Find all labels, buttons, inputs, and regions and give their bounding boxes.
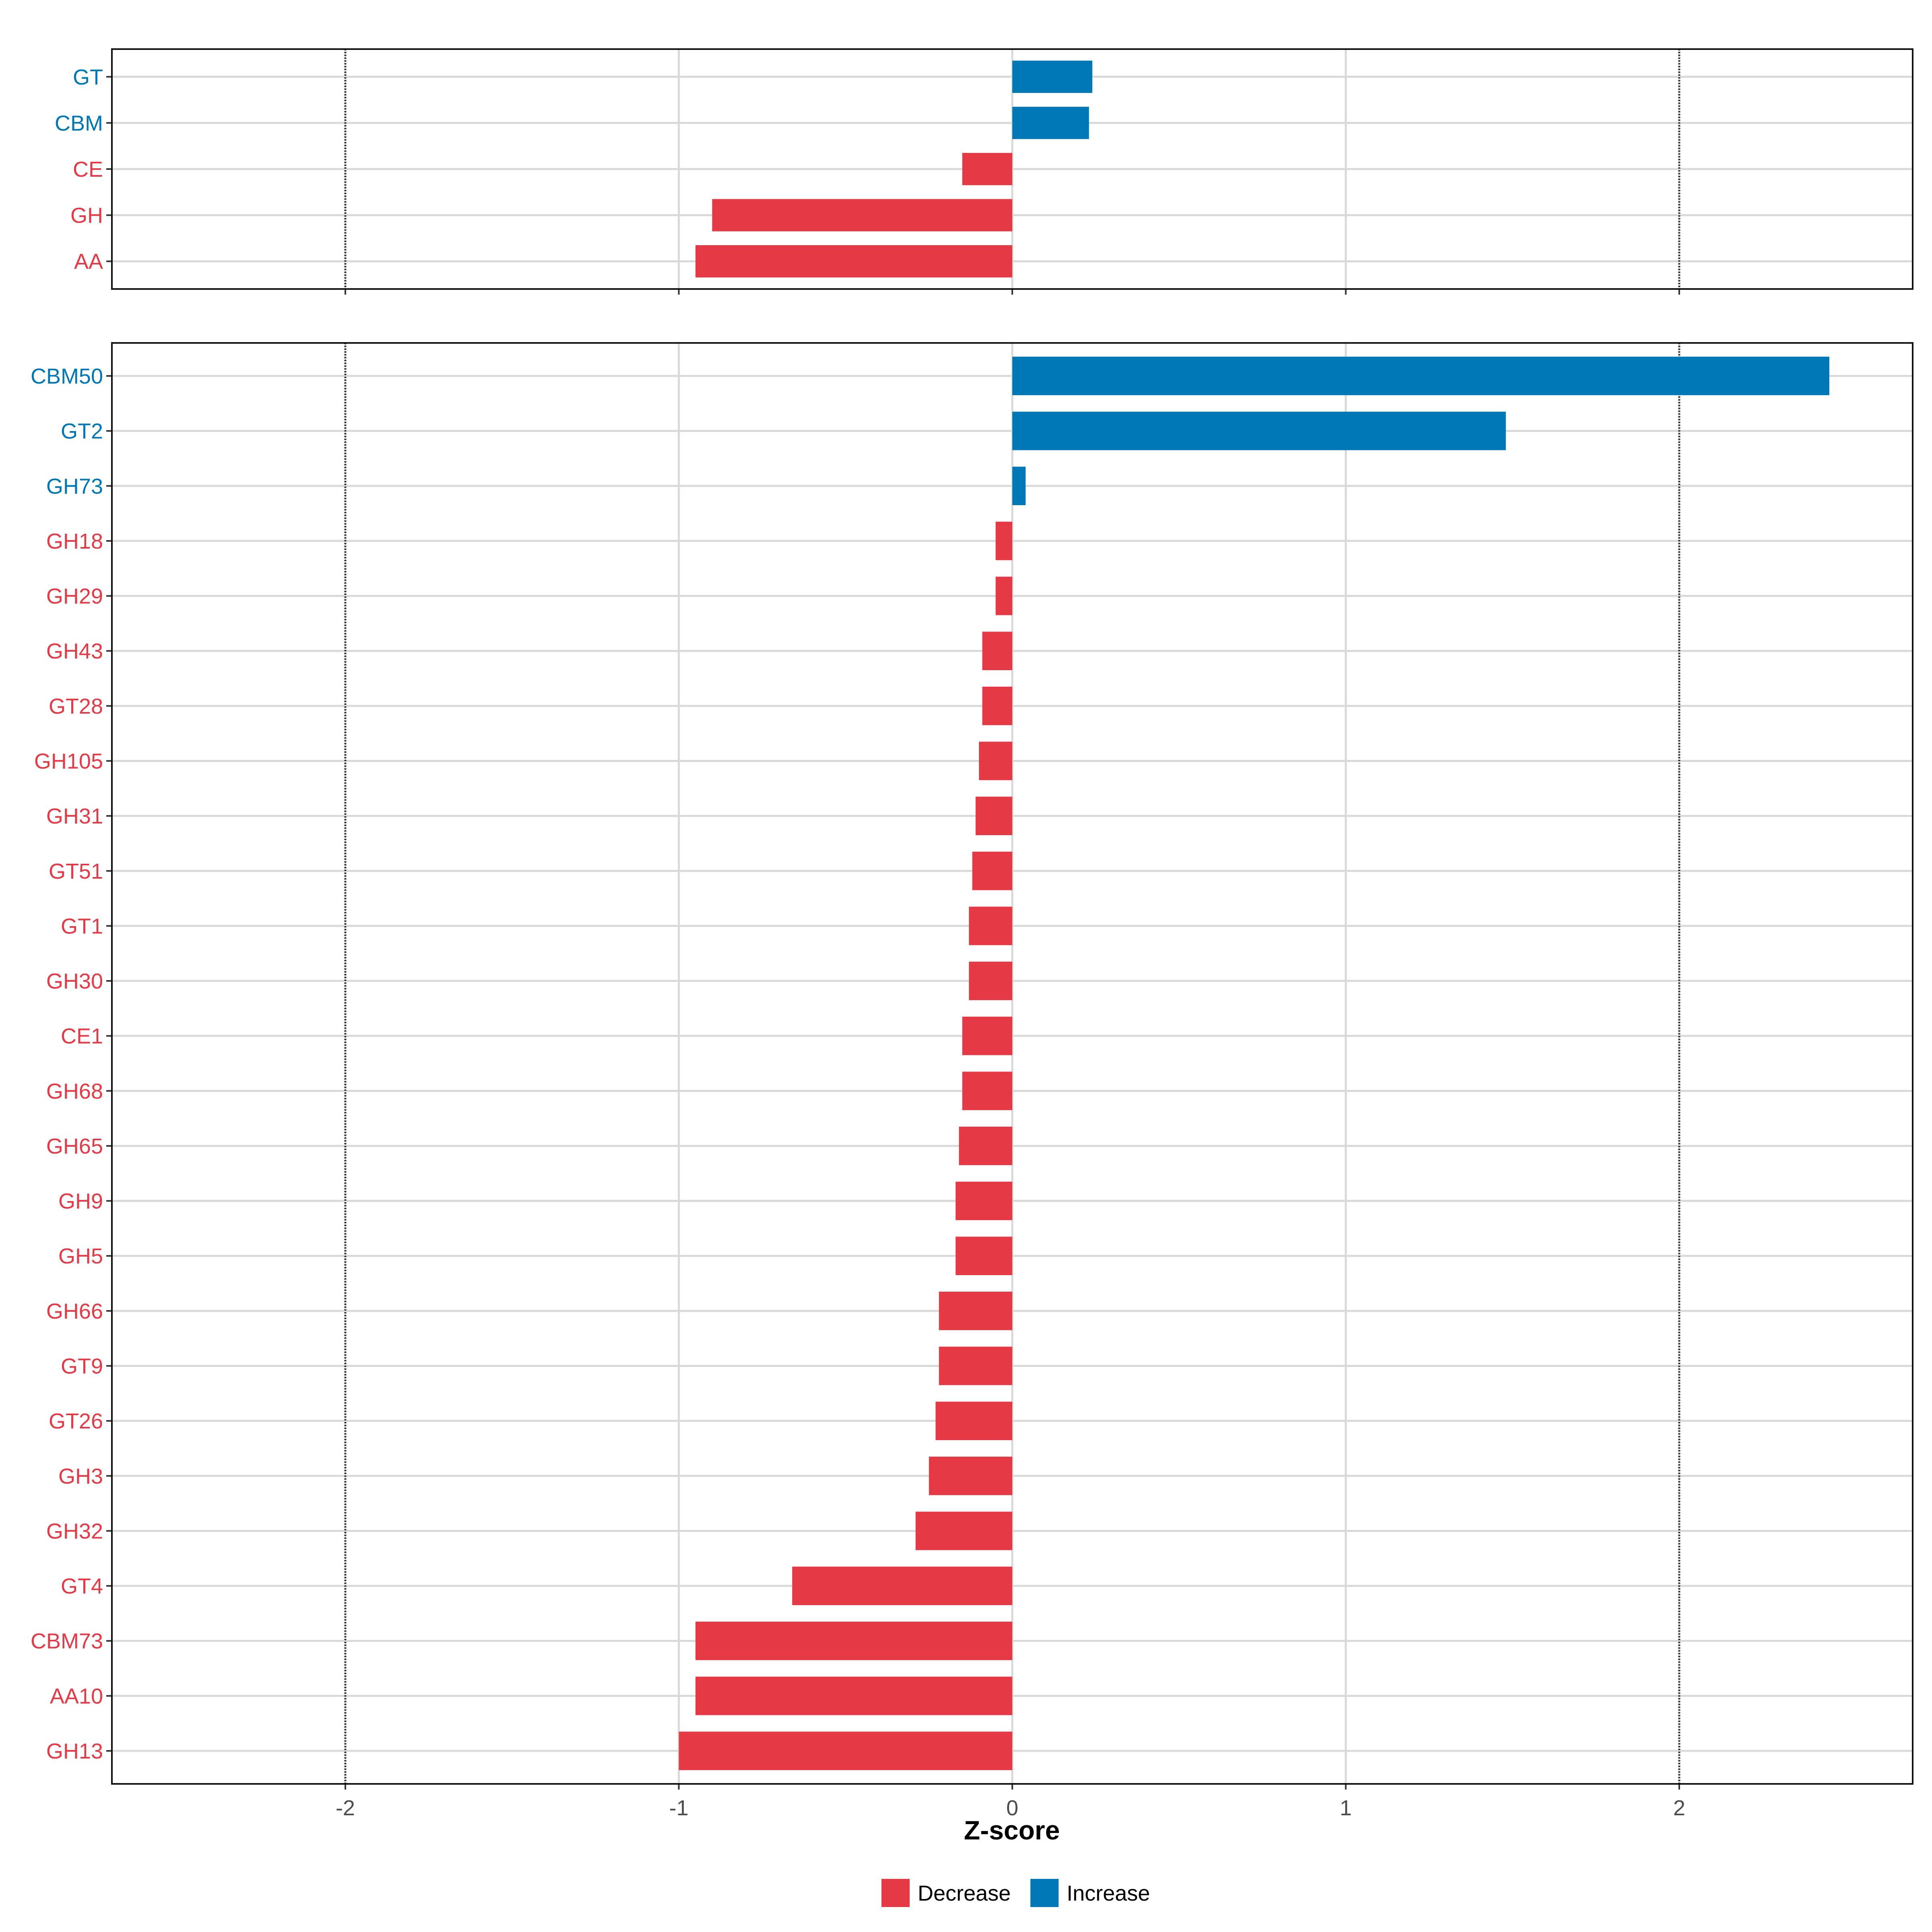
category-label-cbm73: CBM73 (31, 1629, 103, 1653)
bar-gh5 (956, 1236, 1012, 1276)
category-label-ce: CE (73, 157, 103, 182)
category-label-gt2: GT2 (61, 419, 103, 444)
category-label-gt26: GT26 (49, 1409, 103, 1433)
panel-border (111, 48, 1913, 290)
category-label-gh31: GH31 (46, 804, 103, 828)
bar-cbm (1012, 107, 1089, 139)
x-tick-label: 0 (1006, 1796, 1018, 1820)
bar-ce (962, 153, 1012, 186)
panel-border (111, 342, 1913, 1785)
category-label-gh65: GH65 (46, 1134, 103, 1158)
category-label-gh43: GH43 (46, 639, 103, 663)
bar-gh (712, 199, 1012, 231)
legend-label-decrease: Decrease (918, 1881, 1011, 1905)
category-label-gh68: GH68 (46, 1079, 103, 1103)
bar-gh68 (962, 1071, 1012, 1110)
category-label-gt9: GT9 (61, 1354, 103, 1379)
bar-gh43 (982, 632, 1012, 671)
category-label-ce1: CE1 (61, 1024, 103, 1049)
bar-gt (1012, 60, 1092, 93)
x-tick-label: -1 (669, 1796, 688, 1820)
bar-cbm73 (695, 1621, 1012, 1660)
category-label-gh73: GH73 (46, 474, 103, 498)
bar-aa10 (695, 1676, 1012, 1715)
category-label-gh5: GH5 (58, 1244, 103, 1268)
category-label-gt28: GT28 (49, 694, 103, 718)
x-tick-label: 2 (1673, 1796, 1685, 1820)
category-label-gh9: GH9 (58, 1189, 103, 1214)
category-label-gt: GT (73, 65, 103, 89)
legend: Decrease Increase (881, 1879, 1150, 1907)
bar-gh65 (959, 1127, 1012, 1165)
category-label-cbm: CBM (55, 111, 103, 135)
bar-gh31 (975, 797, 1012, 835)
panel-2: CBM50 GT2 GH73 GH18 GH29 GH43 GT28 GH105 GH31 GT5… (31, 342, 1913, 1790)
category-label-aa10: AA10 (50, 1684, 103, 1708)
bar-gh13 (679, 1732, 1012, 1770)
legend-swatch-decrease (881, 1879, 910, 1907)
bar-gt28 (982, 687, 1012, 725)
category-label-gh18: GH18 (46, 529, 103, 553)
chart-panels: GT CBM CE GH AA CBM50 GT2 GH73 GH18 GH29 GH43 GT28 G… (31, 48, 1913, 1820)
bar-aa (695, 245, 1012, 278)
category-label-gh66: GH66 (46, 1299, 103, 1323)
category-label-gh3: GH3 (58, 1464, 103, 1488)
x-tick-label: 1 (1340, 1796, 1352, 1820)
bar-cbm50 (1012, 357, 1829, 395)
bar-gh18 (995, 522, 1012, 560)
category-label-gh13: GH13 (46, 1739, 103, 1763)
bar-gh105 (979, 741, 1012, 780)
category-label-gh30: GH30 (46, 969, 103, 993)
bar-gh29 (995, 576, 1012, 615)
bar-gh9 (956, 1181, 1012, 1220)
x-tick-label: -2 (336, 1796, 355, 1820)
category-label-gh: GH (70, 204, 103, 228)
bar-gh3 (929, 1456, 1012, 1495)
category-label-gh105: GH105 (34, 749, 103, 773)
bar-gh66 (939, 1292, 1012, 1330)
category-label-gh29: GH29 (46, 584, 103, 609)
bar-ce1 (962, 1016, 1012, 1055)
bar-gh32 (915, 1511, 1012, 1550)
panel-1: GT CBM CE GH AA (55, 48, 1913, 295)
x-axis-title: Z-score (964, 1815, 1060, 1845)
bar-gt4 (792, 1567, 1012, 1605)
bar-gt26 (935, 1402, 1012, 1440)
bar-gt51 (972, 851, 1012, 890)
category-label-gh32: GH32 (46, 1519, 103, 1543)
category-label-gt51: GT51 (49, 859, 103, 883)
legend-swatch-increase (1030, 1879, 1059, 1907)
category-label-gt1: GT1 (61, 914, 103, 938)
bar-gt9 (939, 1346, 1012, 1385)
category-label-aa: AA (74, 250, 103, 274)
category-label-gt4: GT4 (61, 1574, 103, 1598)
legend-label-increase: Increase (1067, 1881, 1150, 1905)
bar-gh30 (969, 962, 1012, 1000)
bar-gt2 (1012, 411, 1506, 450)
bar-gt1 (969, 906, 1012, 945)
category-label-cbm50: CBM50 (31, 364, 103, 388)
bar-gh73 (1012, 466, 1026, 506)
